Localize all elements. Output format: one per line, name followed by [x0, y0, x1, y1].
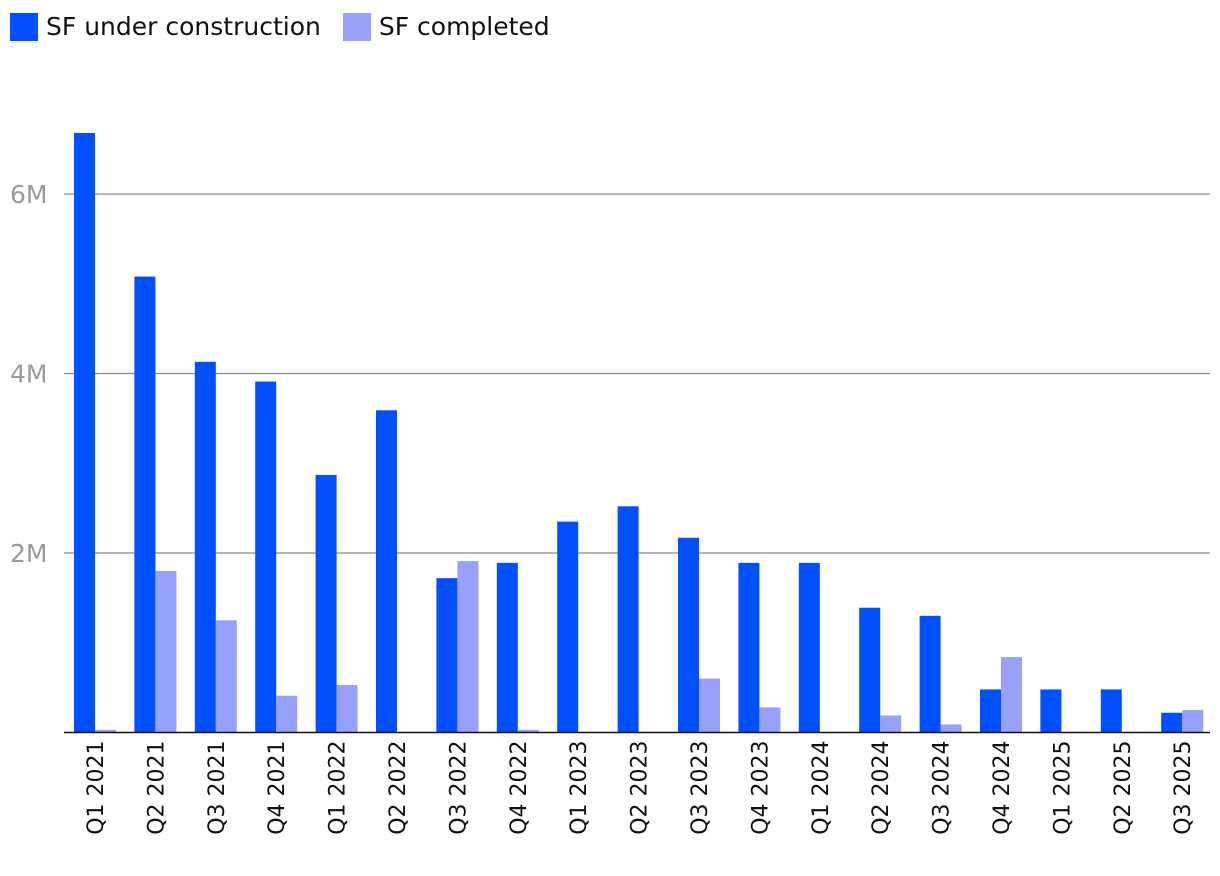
bar-completed — [699, 678, 720, 733]
bar-under-construction — [74, 132, 95, 733]
chart-legend: SF under construction SF completed — [10, 12, 572, 41]
x-tick-label: Q2 2024 — [869, 741, 894, 835]
x-tick-label: Q4 2021 — [265, 741, 290, 835]
bar-completed — [759, 707, 781, 733]
legend-swatch-under-construction — [10, 12, 38, 41]
bar-under-construction — [919, 615, 941, 733]
bar-completed — [276, 695, 298, 733]
bar-completed — [215, 620, 237, 733]
bar-completed — [336, 684, 358, 733]
y-tick-label: 2M — [10, 539, 47, 568]
bar-completed — [155, 570, 177, 733]
legend-label-completed: SF completed — [378, 12, 550, 41]
bar-completed — [940, 724, 962, 733]
x-tick-label: Q3 2023 — [688, 741, 713, 835]
x-tick-label: Q4 2023 — [748, 741, 773, 835]
bar-under-construction — [798, 562, 820, 733]
bar-under-construction — [859, 607, 881, 733]
y-tick-label: 6M — [10, 180, 47, 209]
legend-label-under-construction: SF under construction — [46, 12, 321, 41]
bar-under-construction — [255, 381, 277, 733]
x-tick-label: Q1 2023 — [567, 741, 592, 835]
x-tick-label: Q1 2022 — [326, 741, 351, 835]
x-tick-label: Q2 2022 — [386, 741, 411, 835]
bar-completed — [1001, 657, 1022, 733]
x-tick-label: Q1 2024 — [809, 741, 834, 835]
bar-completed — [95, 729, 116, 733]
x-tick-label: Q3 2022 — [446, 741, 471, 835]
bar-under-construction — [738, 562, 760, 733]
bar-under-construction — [134, 276, 156, 733]
legend-item-completed: SF completed — [342, 12, 550, 41]
x-tick-label: Q3 2024 — [930, 741, 955, 835]
bar-under-construction — [194, 361, 216, 733]
bar-under-construction — [1040, 689, 1062, 733]
x-tick-label: Q2 2023 — [628, 741, 653, 835]
bar-completed — [517, 729, 539, 733]
bar-under-construction — [436, 578, 458, 733]
bar-under-construction — [496, 562, 518, 733]
x-tick-label: Q4 2022 — [507, 741, 532, 835]
x-tick-label: Q2 2021 — [144, 741, 169, 835]
x-tick-label: Q1 2025 — [1050, 741, 1075, 835]
bar-completed — [880, 715, 902, 733]
x-tick-label: Q3 2021 — [205, 741, 230, 835]
bar-under-construction — [376, 410, 397, 733]
x-tick-label: Q4 2024 — [990, 741, 1015, 835]
x-tick-label: Q1 2021 — [84, 741, 109, 835]
bar-completed — [1182, 710, 1204, 733]
legend-item-under-construction: SF under construction — [10, 12, 321, 41]
bar-under-construction — [315, 474, 337, 733]
bar-under-construction — [1161, 712, 1183, 733]
bar-under-construction — [980, 689, 1001, 733]
bar-under-construction — [1100, 689, 1122, 733]
x-tick-label: Q2 2025 — [1111, 741, 1136, 835]
bar-under-construction — [617, 506, 639, 733]
bar-under-construction — [678, 537, 699, 733]
legend-swatch-completed — [342, 12, 371, 41]
bar-completed — [457, 561, 479, 733]
x-tick-label: Q3 2025 — [1171, 741, 1196, 835]
y-tick-label: 4M — [10, 360, 47, 389]
bar-under-construction — [557, 521, 579, 733]
